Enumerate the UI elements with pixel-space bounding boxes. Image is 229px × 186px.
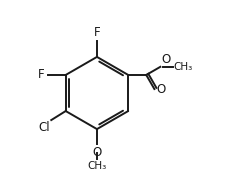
Text: O: O [155, 84, 165, 96]
Text: F: F [38, 68, 45, 81]
Text: F: F [93, 26, 100, 39]
Text: Cl: Cl [38, 121, 50, 134]
Text: CH₃: CH₃ [87, 161, 106, 171]
Text: O: O [161, 53, 170, 66]
Text: O: O [92, 146, 101, 159]
Text: CH₃: CH₃ [173, 62, 192, 72]
